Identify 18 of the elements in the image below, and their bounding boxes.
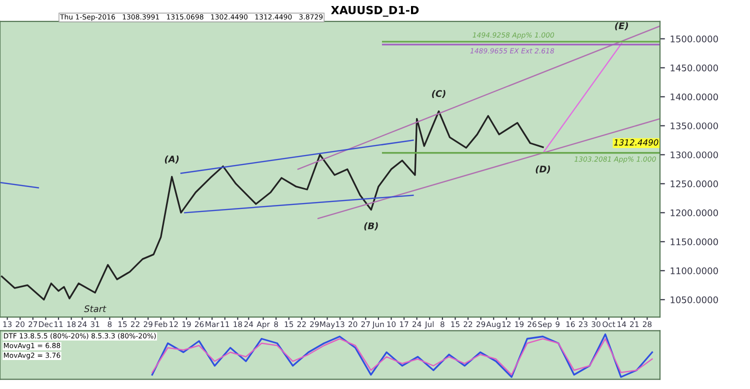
y-tick-label: 1200.0000 — [670, 209, 718, 216]
y-tick-label: 1400.0000 — [670, 93, 718, 100]
annotation: Start — [84, 305, 106, 312]
y-tick-label: 1100.0000 — [670, 267, 718, 274]
y-tick-label: 1450.0000 — [670, 64, 718, 72]
annotation: 1312.4490 — [614, 139, 658, 146]
y-tick-label: 1300.0000 — [670, 151, 718, 158]
chart-title: XAUUSD_D1-D — [330, 6, 419, 17]
annotation: (C) — [432, 90, 446, 98]
y-tick-label: 1250.0000 — [670, 180, 718, 188]
y-tick-label: 1050.0000 — [670, 296, 718, 304]
annotation: (E) — [615, 22, 628, 30]
annotation: (B) — [364, 222, 378, 230]
annotation: (A) — [164, 156, 179, 164]
y-tick-label: 1500.0000 — [670, 36, 718, 42]
annotation: (D) — [536, 165, 550, 174]
y-tick-label: 1350.0000 — [670, 122, 718, 130]
y-tick-label: 1150.0000 — [670, 238, 718, 246]
